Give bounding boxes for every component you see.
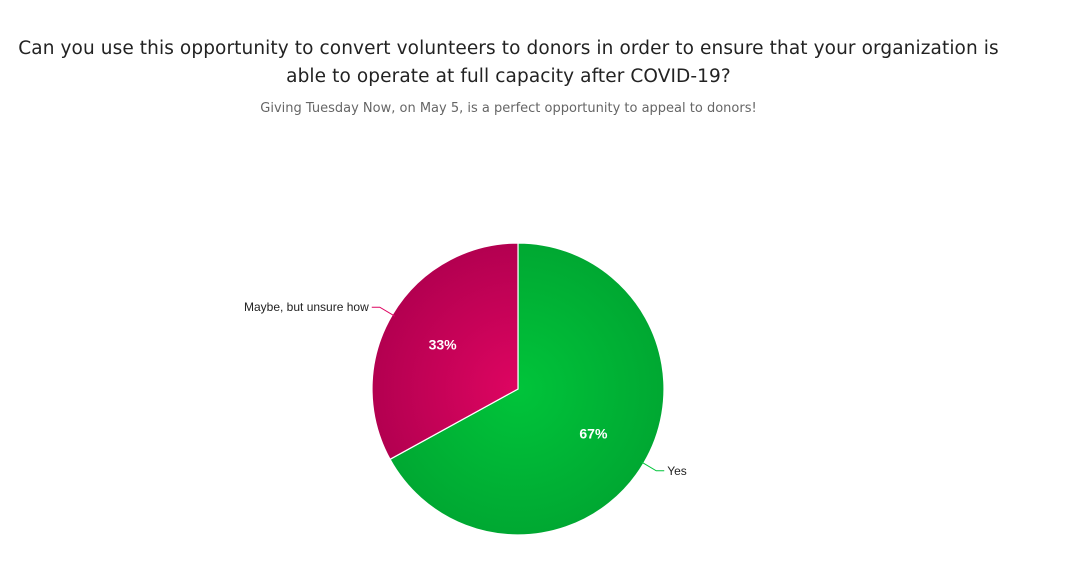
slice-label-yes: Yes: [667, 464, 687, 478]
slice-label-maybe-but-unsure-how: Maybe, but unsure how: [244, 300, 369, 314]
slice-percent-yes: 67%: [579, 426, 608, 442]
leader-line-maybe-but-unsure-how: [371, 306, 396, 317]
slice-percent-maybe-but-unsure-how: 33%: [429, 336, 458, 352]
chart-subtitle: Giving Tuesday Now, on May 5, is a perfe…: [260, 101, 757, 116]
chart-title: Can you use this opportunity to convert …: [18, 38, 999, 87]
leader-line-yes: [640, 461, 665, 472]
